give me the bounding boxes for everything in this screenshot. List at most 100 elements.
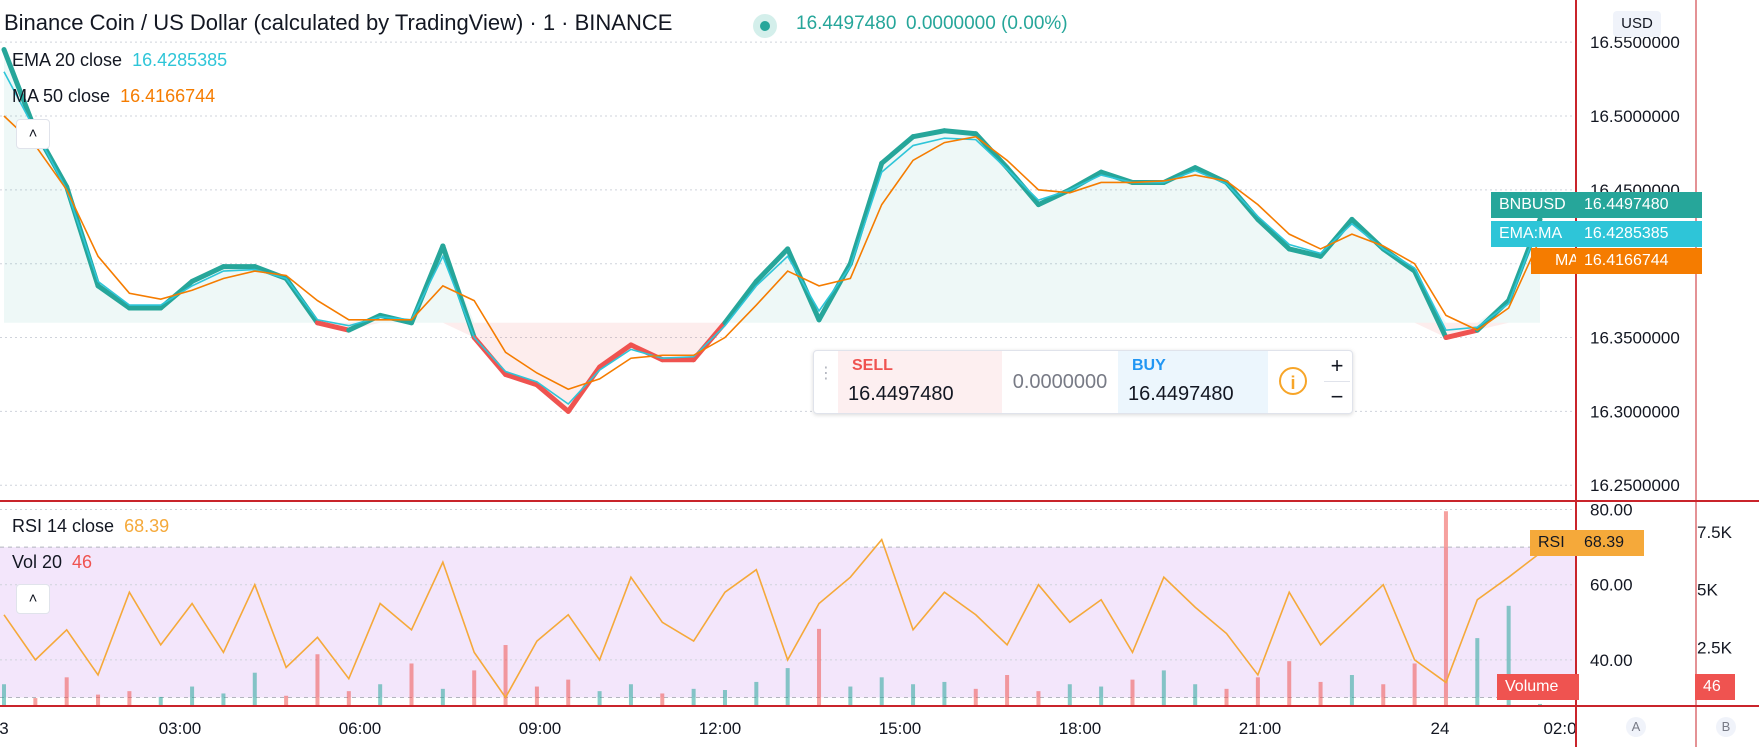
volume-bar — [1381, 684, 1386, 705]
time-axis-tick: 09:00 — [519, 719, 562, 738]
volume-bar — [190, 686, 195, 705]
ema-price-tag: 16.4285385 — [1576, 221, 1702, 247]
header-change: 0.0000000 (0.00%) — [906, 13, 1068, 34]
volume-bar — [1255, 677, 1260, 705]
auto-scale-button[interactable]: A — [1626, 717, 1646, 737]
volume-value-tag: 46 — [1695, 674, 1735, 700]
time-axis-tick: 12:00 — [699, 719, 742, 738]
time-axis-tick: 18:00 — [1059, 719, 1102, 738]
rsi-axis-tick: 60.00 — [1590, 576, 1633, 595]
price-axis-tick: 16.5000000 — [1590, 107, 1680, 126]
ma-legend-value: 16.4166744 — [120, 86, 216, 106]
trade-panel[interactable]: ⋮⋮ SELL 16.4497480 0.0000000 BUY 16.4497… — [813, 350, 1353, 414]
rsi-line — [3, 537, 1541, 699]
market-status-icon — [753, 14, 777, 38]
vol-legend-label: Vol 20 — [12, 552, 63, 572]
price-axis-tick: 16.5500000 — [1590, 33, 1680, 52]
price-area-up — [4, 49, 1540, 323]
vol-legend[interactable]: Vol 20 46 — [12, 552, 92, 573]
volume-bar — [1161, 670, 1166, 705]
price-axis-tick: 16.3000000 — [1590, 402, 1680, 421]
time-axis-tick: 06:00 — [339, 719, 382, 738]
time-axis-tick: 15:00 — [879, 719, 922, 738]
rsi-legend[interactable]: RSI 14 close 68.39 — [12, 516, 169, 537]
volume-axis-tick: 7.5K — [1697, 523, 1733, 542]
price-axis-tick: 16.2500000 — [1590, 476, 1680, 495]
volume-bar — [1067, 684, 1072, 705]
volume-bar — [284, 695, 289, 705]
sell-label: SELL — [852, 357, 893, 374]
rsi-axis-tick: 40.00 — [1590, 651, 1633, 670]
price-line-segment — [314, 320, 352, 333]
time-axis-tick: 24 — [1431, 719, 1450, 738]
volume-bar — [315, 654, 320, 705]
time-axis-tick: 03:00 — [159, 719, 202, 738]
volume-bar — [472, 670, 477, 705]
symbol-price-label: BNBUSD — [1491, 192, 1587, 218]
ma-legend-label: MA 50 close — [12, 86, 111, 106]
volume-bar — [1318, 681, 1323, 705]
price-line-segment — [941, 128, 979, 137]
price-line-segment — [1443, 327, 1480, 341]
currency-button[interactable]: USD — [1613, 11, 1661, 37]
log-scale-button[interactable]: B — [1716, 717, 1736, 737]
vol-legend-value: 46 — [72, 552, 93, 572]
price-line-segment — [565, 364, 603, 414]
volume-bar — [1443, 511, 1448, 705]
volume-axis-tick: 2.5K — [1697, 638, 1733, 657]
buy-button[interactable]: BUY 16.4497480 — [1118, 351, 1268, 413]
time-axis-tick: 3 — [0, 719, 9, 738]
collapse-rsi-legend-button[interactable]: ˄ — [16, 584, 50, 614]
volume-bar — [1412, 663, 1417, 705]
volume-bar — [346, 691, 351, 705]
volume-bar — [785, 668, 790, 705]
volume-bar — [1099, 686, 1104, 705]
drag-handle-icon[interactable]: ⋮⋮ — [818, 365, 850, 382]
ema-legend[interactable]: EMA 20 close 16.4285385 — [12, 50, 227, 71]
ma-line — [3, 115, 1541, 391]
price-line-segment — [753, 246, 791, 284]
volume-bar — [96, 694, 101, 705]
volume-bar — [879, 677, 884, 705]
volume-bar — [534, 686, 539, 705]
collapse-legend-button[interactable]: ˄ — [16, 119, 50, 149]
volume-bar — [848, 686, 853, 705]
volume-bar — [2, 684, 6, 705]
symbol-title: Binance Coin / US Dollar (calculated by … — [4, 10, 673, 35]
volume-bar — [754, 681, 759, 705]
info-button[interactable]: i — [1271, 351, 1315, 413]
volume-bar — [378, 684, 383, 705]
buy-price: 16.4497480 — [1128, 383, 1234, 405]
volume-bar — [503, 645, 508, 705]
volume-bar — [127, 691, 132, 705]
volume-bar — [1506, 605, 1511, 705]
price-line-segment — [1286, 246, 1324, 259]
volume-bar — [1224, 688, 1229, 705]
volume-axis-tick: 5K — [1697, 581, 1718, 600]
plus-icon[interactable]: + — [1324, 351, 1350, 382]
rsi-value-tag: 68.39 — [1576, 530, 1644, 556]
price-line-segment — [95, 283, 132, 311]
minus-icon[interactable]: − — [1330, 384, 1344, 409]
price-line-segment — [1255, 216, 1292, 252]
volume-bar — [1005, 675, 1010, 705]
price-line-segment — [1412, 268, 1449, 341]
rsi-legend-value: 68.39 — [124, 516, 170, 536]
price-line-segment — [722, 278, 759, 326]
ma-price-tag: 16.4166744 — [1576, 248, 1702, 274]
price-line-segment — [597, 342, 634, 370]
rsi-label-tag: RSI — [1530, 530, 1578, 556]
price-line-segment — [847, 160, 885, 267]
ma-legend[interactable]: MA 50 close 16.4166744 — [12, 86, 215, 107]
sell-button[interactable]: SELL 16.4497480 — [838, 351, 1002, 413]
volume-bar — [252, 672, 257, 705]
volume-bar — [1538, 703, 1542, 705]
rsi-axis-tick: 80.00 — [1590, 501, 1633, 520]
volume-bar — [911, 684, 916, 705]
volume-bar — [440, 688, 445, 705]
volume-bar — [973, 688, 978, 705]
price-line-segment — [879, 134, 916, 166]
volume-bar — [409, 663, 414, 705]
